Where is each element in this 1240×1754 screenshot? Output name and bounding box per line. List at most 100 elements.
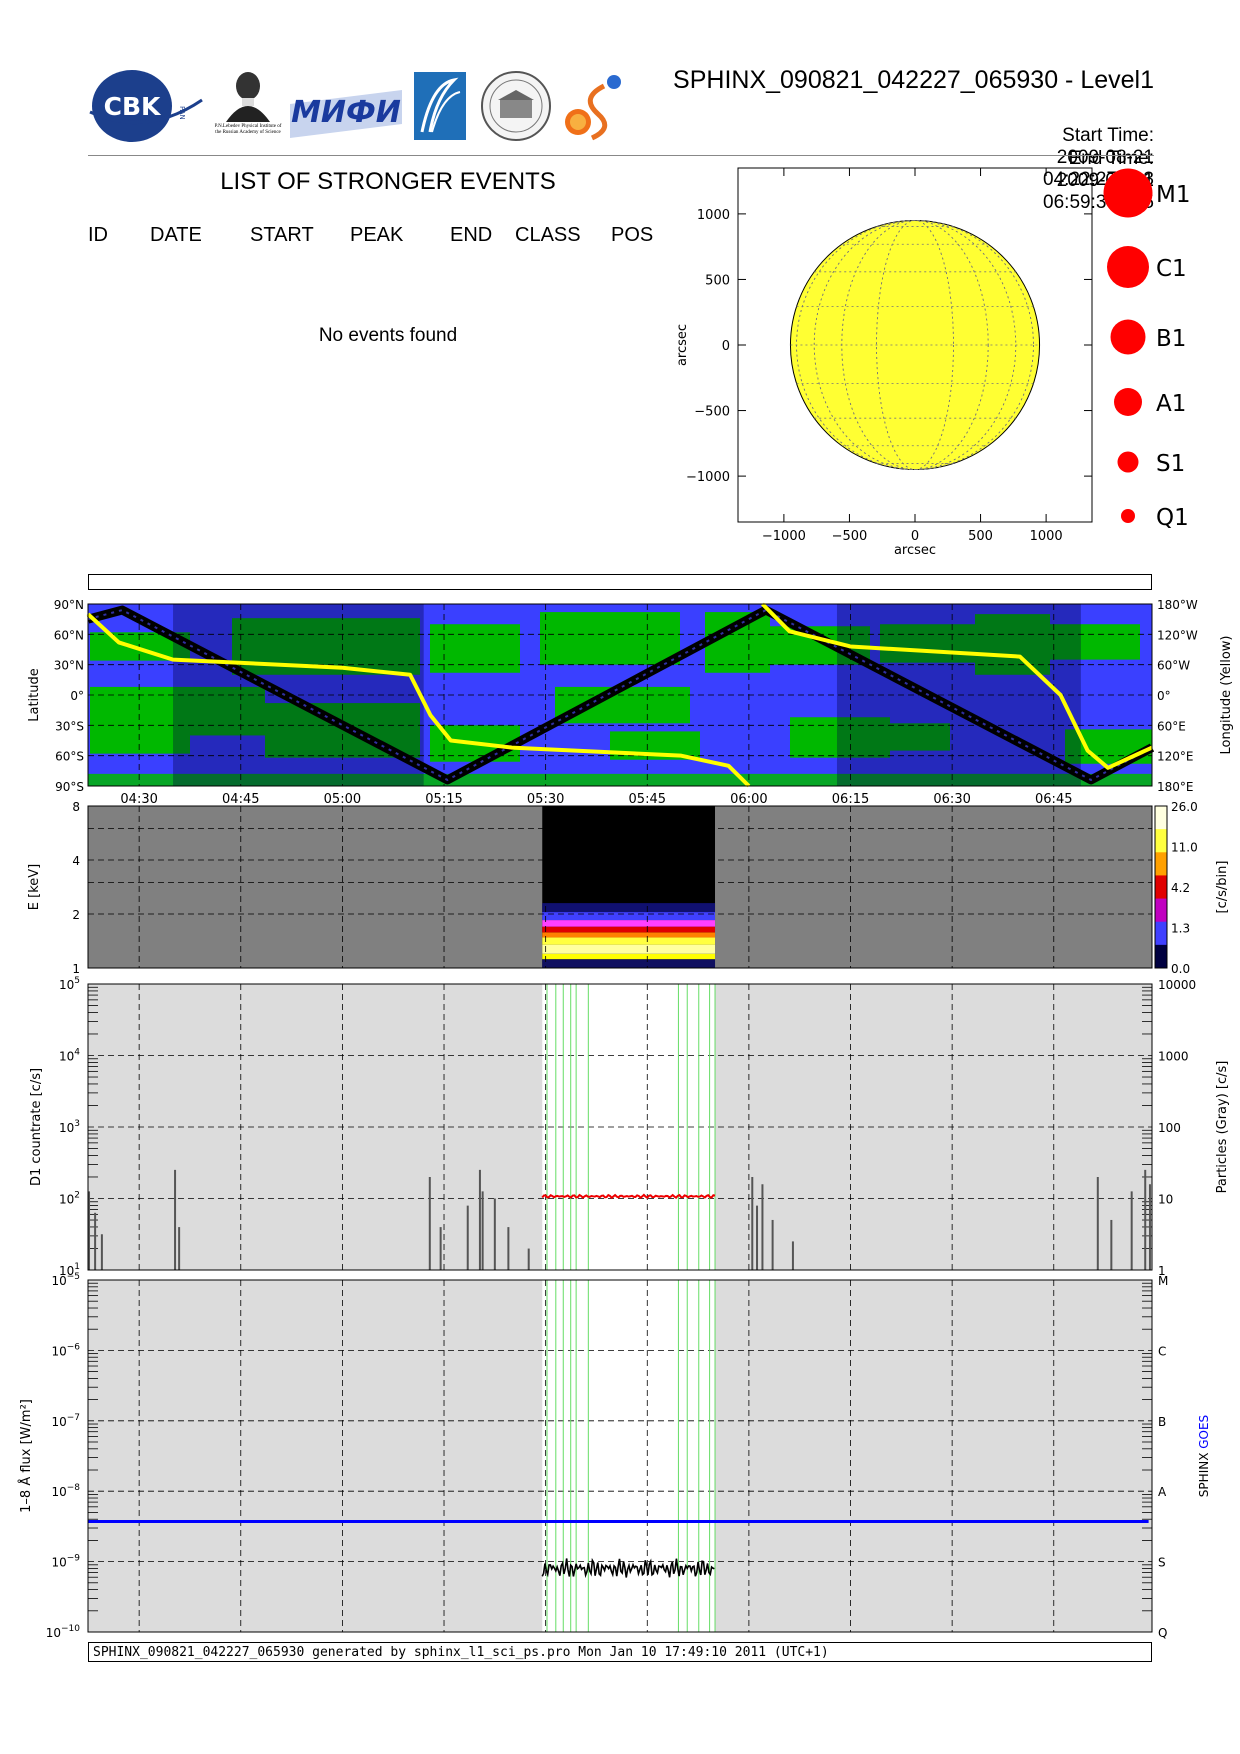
spectrum-band bbox=[542, 953, 716, 960]
orbit-time-label: 05:30 bbox=[527, 792, 564, 807]
longitude-track bbox=[761, 602, 1153, 770]
colorbar-segment bbox=[1155, 852, 1167, 876]
spectrum-band bbox=[542, 959, 716, 968]
flux-time-label: 05:00 bbox=[324, 1639, 361, 1640]
legend-label-c1: C1 bbox=[1156, 256, 1187, 282]
orbit-time-label: 05:15 bbox=[425, 792, 462, 807]
countrate-y2tick-label: 1 bbox=[1158, 1264, 1166, 1278]
sphinx-countrate-line bbox=[541, 1193, 716, 1200]
legend-label-m1: M1 bbox=[1156, 182, 1190, 208]
spectro-ytick-label: 1 bbox=[72, 962, 80, 976]
disk-ylabel: arcsec bbox=[675, 324, 690, 366]
spectrum-band bbox=[542, 926, 716, 933]
orbit-y2label: Longitude (Yellow) bbox=[1219, 636, 1234, 755]
col-id: ID bbox=[88, 224, 108, 246]
spectrum-band bbox=[542, 903, 716, 913]
col-end: END bbox=[450, 224, 493, 246]
countrate-frame bbox=[87, 983, 1153, 1271]
countrate-y2tick-label: 1000 bbox=[1158, 1050, 1189, 1064]
orbit-time-label: 06:15 bbox=[832, 792, 869, 807]
flux-time-label: 05:15 bbox=[425, 1639, 462, 1640]
colorbar-segment bbox=[1155, 898, 1167, 923]
flux-class-label: Q bbox=[1158, 1626, 1167, 1640]
orbit-time-label: 05:00 bbox=[324, 792, 361, 807]
orbit-y2tick-label: 120°E bbox=[1157, 750, 1194, 764]
flux-class-label: A bbox=[1158, 1485, 1167, 1499]
flux-y2label: SPHINX GOES bbox=[1197, 1415, 1211, 1497]
legend-marker-m1 bbox=[1103, 168, 1153, 218]
flux-ytick-label: 10−8 bbox=[51, 1483, 80, 1499]
orbit-y2tick-label: 120°W bbox=[1157, 628, 1198, 642]
file-title: SPHINX_090821_042227_065930 - Level1 bbox=[673, 66, 1154, 94]
countrate-ytick-label: 103 bbox=[59, 1119, 80, 1135]
legend-marker-s1 bbox=[1117, 451, 1139, 473]
disk-xtick-label: 0 bbox=[911, 529, 919, 544]
no-events-message: No events found bbox=[318, 325, 458, 346]
events-title: LIST OF STRONGER EVENTS bbox=[220, 168, 556, 195]
orbit-y2tick-label: 60°W bbox=[1157, 659, 1190, 673]
lebedev-logo: P.N.Lebedev Physical Institute of the Ru… bbox=[212, 68, 284, 144]
flux-ytick-label: 10−10 bbox=[46, 1624, 81, 1640]
flux-data-interval bbox=[542, 1280, 716, 1632]
colorbar-tick-label: 11.0 bbox=[1171, 841, 1198, 855]
cbk-logo-text: CBK bbox=[104, 92, 162, 121]
orbit-time-label: 06:00 bbox=[730, 792, 767, 807]
land-mass bbox=[880, 624, 975, 663]
colorbar-segment bbox=[1155, 875, 1167, 900]
header-rule bbox=[88, 155, 1154, 156]
orbit-time-label: 06:45 bbox=[1035, 792, 1072, 807]
legend-label-a1: A1 bbox=[1156, 391, 1186, 417]
legend-label-s1: S1 bbox=[1156, 451, 1185, 477]
land-mass bbox=[1050, 624, 1140, 660]
orbit-y2tick-label: 0° bbox=[1157, 689, 1171, 703]
seal-logo bbox=[478, 68, 554, 144]
footer: SPHINX_090821_042227_065930 generated by… bbox=[88, 1642, 1152, 1662]
orbit-ytick-label: 60°S bbox=[55, 750, 84, 764]
longitude-track bbox=[86, 612, 751, 788]
colorbar-segment bbox=[1155, 944, 1167, 969]
col-peak: PEAK bbox=[350, 224, 404, 246]
latitude-track bbox=[86, 605, 1155, 785]
legend-label-q1: Q1 bbox=[1156, 505, 1189, 531]
land-mass bbox=[555, 686, 690, 724]
orbit-ytick-label: 90°N bbox=[54, 598, 84, 612]
start-time-row: Start Time: 2009-08-21 04:22:27.413 bbox=[1043, 125, 1154, 190]
spectrum-band bbox=[542, 920, 716, 927]
cbk-logo: CBK PAN bbox=[88, 68, 204, 144]
colorbar-tick-label: 1.3 bbox=[1171, 922, 1190, 936]
land-mass bbox=[790, 717, 890, 758]
disk-ytick-label: −500 bbox=[694, 405, 730, 420]
flux-class-label: M bbox=[1158, 1274, 1168, 1288]
disk-ytick-label: 0 bbox=[722, 339, 730, 354]
colorbar-segment bbox=[1155, 829, 1167, 853]
mifi-logo-text: МИФИ bbox=[291, 95, 401, 130]
flux-class-label: B bbox=[1158, 1415, 1166, 1429]
disk-xtick-label: −500 bbox=[832, 529, 868, 544]
col-pos: POS bbox=[611, 224, 654, 246]
disk-ytick-label: 1000 bbox=[697, 208, 730, 223]
solar-disk-chart: −1000 −500 0 500 1000 −1000 −500 0 500 1000 arcsec… bbox=[675, 167, 1190, 558]
flux-time-label: 06:00 bbox=[730, 1639, 767, 1640]
disk-meridian bbox=[841, 220, 989, 470]
col-start: START bbox=[250, 224, 314, 246]
disk-ytick-label: −1000 bbox=[686, 470, 730, 485]
orbit-time-label: 04:30 bbox=[120, 792, 157, 807]
legend-label-b1: B1 bbox=[1156, 326, 1186, 352]
orbit-ytick-label: 0° bbox=[70, 689, 84, 703]
colorbar-label: [c/s/bin] bbox=[1215, 861, 1230, 914]
land-mass bbox=[540, 612, 680, 665]
disk-ytick-label: 500 bbox=[705, 273, 730, 288]
sphinx-flux-line bbox=[541, 1557, 715, 1579]
flux-ylabel: 1–8 Å flux [W/m²] bbox=[18, 1399, 34, 1513]
mifi-logo: МИФИ bbox=[290, 68, 402, 144]
spectro-ylabel: E [keV] bbox=[27, 864, 42, 910]
legend-marker-c1 bbox=[1107, 246, 1149, 288]
institute-logo bbox=[412, 68, 468, 144]
countrate-y2tick-label: 100 bbox=[1158, 1121, 1181, 1135]
flux-time-label: 04:45 bbox=[222, 1639, 259, 1640]
countrate-y2tick-label: 10 bbox=[1158, 1193, 1173, 1207]
countrate-ytick-label: 102 bbox=[59, 1191, 80, 1207]
flux-time-label: 04:30 bbox=[120, 1639, 157, 1640]
spectrum-band bbox=[542, 932, 716, 938]
legend-marker-q1 bbox=[1121, 509, 1135, 523]
